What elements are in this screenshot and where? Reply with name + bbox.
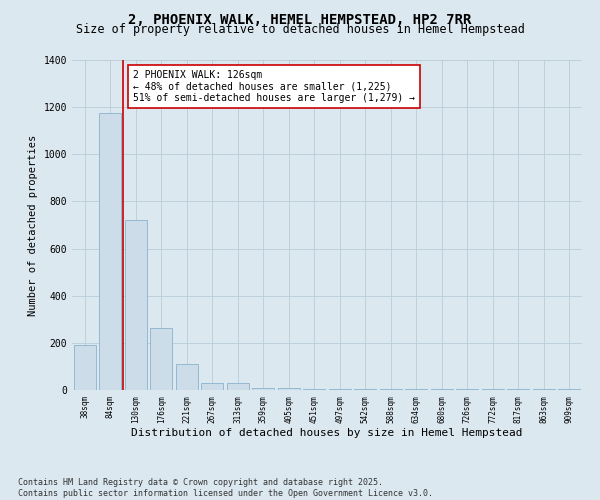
Text: Size of property relative to detached houses in Hemel Hempstead: Size of property relative to detached ho… [76,22,524,36]
X-axis label: Distribution of detached houses by size in Hemel Hempstead: Distribution of detached houses by size … [131,428,523,438]
Bar [100,113,121,390]
Bar [227,383,248,390]
Bar [482,389,503,390]
Bar [304,389,325,390]
Text: 2 PHOENIX WALK: 126sqm
← 48% of detached houses are smaller (1,225)
51% of semi-: 2 PHOENIX WALK: 126sqm ← 48% of detached… [133,70,415,103]
Bar [329,389,350,390]
Bar [559,389,580,390]
Bar [253,388,274,390]
Bar [431,389,452,390]
Bar [202,383,223,390]
Bar [278,388,299,390]
Bar [533,389,554,390]
Text: 2, PHOENIX WALK, HEMEL HEMPSTEAD, HP2 7RR: 2, PHOENIX WALK, HEMEL HEMPSTEAD, HP2 7R… [128,12,472,26]
Bar [380,389,401,390]
Y-axis label: Number of detached properties: Number of detached properties [28,134,38,316]
Bar [125,220,146,390]
Bar [151,328,172,390]
Bar [457,389,478,390]
Bar [74,345,95,390]
Bar [406,389,427,390]
Bar [176,364,197,390]
Text: Contains HM Land Registry data © Crown copyright and database right 2025.
Contai: Contains HM Land Registry data © Crown c… [18,478,433,498]
Bar [508,389,529,390]
Bar [355,389,376,390]
